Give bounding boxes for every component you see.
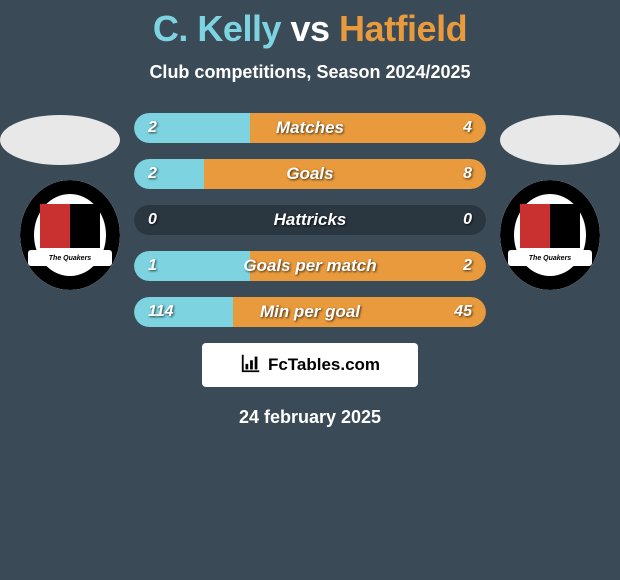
player2-club-crest: The Quakers: [500, 180, 600, 290]
stat-label: Min per goal: [134, 297, 486, 327]
snapshot-date: 24 february 2025: [0, 407, 620, 428]
attribution-badge: FcTables.com: [202, 343, 418, 387]
crest-banner-text: The Quakers: [508, 250, 592, 266]
stat-row: 28Goals: [134, 159, 486, 189]
stat-label: Matches: [134, 113, 486, 143]
stat-label: Goals per match: [134, 251, 486, 281]
attribution-text: FcTables.com: [268, 355, 380, 375]
player2-avatar-placeholder: [500, 115, 620, 165]
stat-row: 00Hattricks: [134, 205, 486, 235]
subtitle: Club competitions, Season 2024/2025: [0, 62, 620, 83]
stat-label: Hattricks: [134, 205, 486, 235]
stat-row: 24Matches: [134, 113, 486, 143]
page-title: C. Kelly vs Hatfield: [0, 0, 620, 50]
comparison-infographic: C. Kelly vs Hatfield Club competitions, …: [0, 0, 620, 580]
player1-avatar-placeholder: [0, 115, 120, 165]
crest-banner-text: The Quakers: [28, 250, 112, 266]
vs-word: vs: [290, 8, 329, 49]
stat-bars: 24Matches 28Goals 00Hattricks 12Goals per m…: [134, 113, 486, 327]
stat-row: 12Goals per match: [134, 251, 486, 281]
player1-club-crest: The Quakers: [20, 180, 120, 290]
stat-label: Goals: [134, 159, 486, 189]
player2-name: Hatfield: [339, 8, 467, 49]
chart-icon: [240, 352, 262, 379]
player1-name: C. Kelly: [153, 8, 281, 49]
stat-row: 11445Min per goal: [134, 297, 486, 327]
